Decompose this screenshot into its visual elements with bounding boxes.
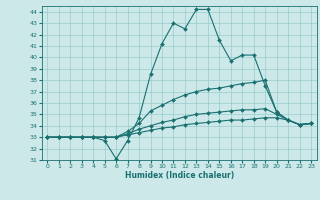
X-axis label: Humidex (Indice chaleur): Humidex (Indice chaleur)	[124, 171, 234, 180]
